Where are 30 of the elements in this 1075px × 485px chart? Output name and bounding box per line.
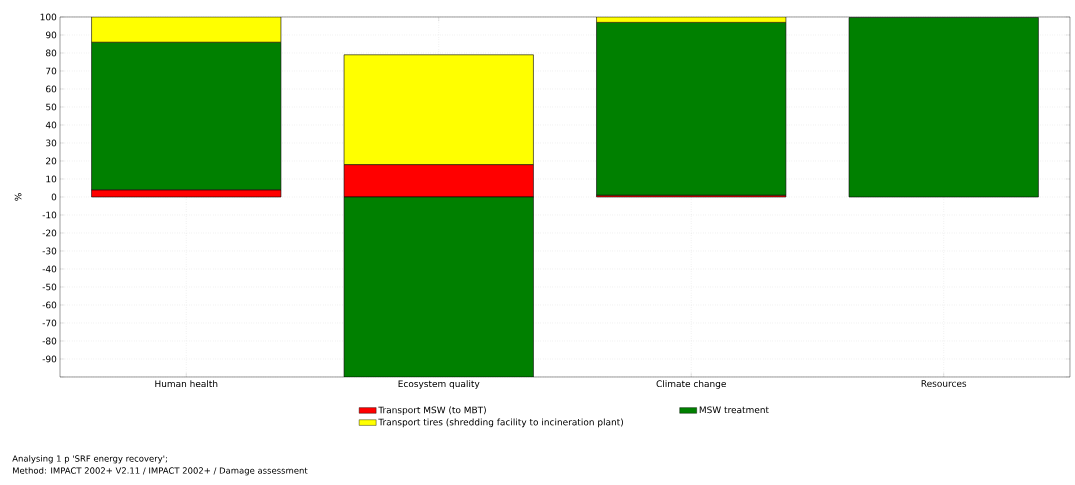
- y-tick-label: 100: [40, 13, 57, 21]
- x-tick-label: Resources: [921, 380, 967, 387]
- y-tick-label: 80: [46, 49, 57, 57]
- text: Method: IMPACT 2002+ V2.11 / IMPACT 2002+ / Damage assessment: [13, 467, 308, 476]
- text: Analysing 1 p 'SRF energy recovery';: [12, 455, 167, 464]
- y-tick-label: -20: [42, 229, 57, 237]
- x-tick-label: Climate change: [656, 380, 726, 389]
- y-tick-label: 0: [51, 193, 57, 201]
- y-tick-label: -30: [42, 247, 57, 255]
- y-tick-label: 30: [46, 139, 57, 147]
- y-tick-label: 70: [46, 67, 57, 75]
- y-tick-label: 10: [46, 175, 57, 183]
- y-tick-label: -50: [42, 283, 57, 291]
- y-tick-label: -60: [42, 301, 57, 309]
- y-tick-label: 40: [45, 121, 57, 129]
- legend-label: Transport tires (shredding facility to incineration plant): [378, 418, 623, 428]
- y-tick-label: 60: [46, 85, 57, 93]
- legend-label: Transport MSW (to MBT): [378, 406, 486, 416]
- y-axis-title: %: [14, 193, 22, 201]
- x-tick-label: Human health: [155, 380, 218, 388]
- x-tick-label: Ecosystem quality: [398, 380, 480, 389]
- y-tick-label: -70: [42, 319, 57, 327]
- y-tick-label: -90: [42, 355, 57, 363]
- y-tick-label: 20: [46, 157, 57, 165]
- y-tick-label: -10: [42, 211, 57, 219]
- y-tick-label: -80: [42, 337, 57, 345]
- y-tick-label: -40: [42, 265, 57, 273]
- y-tick-label: 90: [45, 31, 57, 39]
- legend-label: MSW treatment: [699, 406, 769, 414]
- y-tick-label: 50: [46, 103, 57, 111]
